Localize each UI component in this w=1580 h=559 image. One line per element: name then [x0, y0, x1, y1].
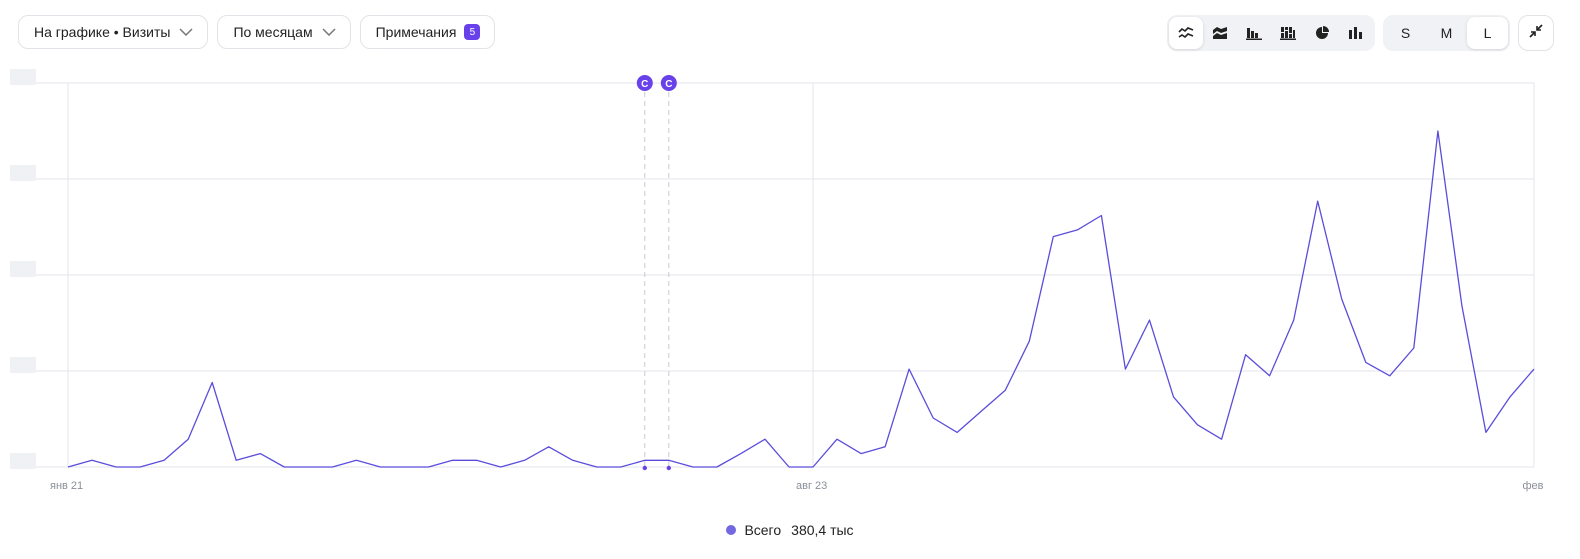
stacked-bar-icon[interactable] — [1271, 17, 1305, 49]
x-tick-label: янв 21 — [50, 480, 83, 492]
legend-series-dot — [726, 525, 737, 535]
x-tick-label: фев — [1522, 480, 1543, 492]
column-icon[interactable] — [1339, 17, 1373, 49]
series-line — [67, 130, 1535, 468]
y-tick-label-blurred — [10, 453, 36, 469]
notes-button[interactable]: Примечания 5 — [359, 15, 496, 49]
period-select[interactable]: По месяцам — [217, 15, 351, 49]
chart-toolbar-right: S M L — [1167, 15, 1554, 51]
stacked-area-icon[interactable] — [1203, 17, 1237, 49]
legend-series-total: 380,4 тыс — [791, 522, 854, 538]
annotation-marker — [636, 75, 653, 91]
annotation-anchor-dot — [666, 465, 672, 471]
bar-icon[interactable] — [1237, 17, 1271, 49]
notes-count-badge: 5 — [464, 24, 481, 40]
metric-select[interactable]: На графике • Визиты — [18, 15, 209, 49]
x-tick-label: авг 23 — [796, 480, 827, 492]
chart-legend: Всего 380,4 тыс — [0, 522, 1580, 538]
y-tick-label-blurred — [10, 261, 36, 277]
legend-series-name: Всего — [744, 522, 782, 538]
chart-toolbar-left: На графике • Визиты По месяцам Примечани… — [18, 15, 496, 49]
chevron-down-icon — [322, 28, 336, 36]
annotation-anchor-dot — [642, 465, 647, 471]
collapse-button[interactable] — [1518, 15, 1554, 51]
collapse-icon — [1528, 23, 1544, 44]
y-tick-label-blurred — [10, 357, 36, 373]
line-icon[interactable] — [1169, 17, 1203, 49]
pie-icon[interactable] — [1305, 17, 1339, 49]
metric-select-label: На графике • Визиты — [34, 24, 171, 40]
annotation-marker-label: С — [641, 79, 648, 90]
annotation-marker-label: С — [665, 79, 672, 90]
chart-type-switcher — [1167, 15, 1375, 51]
size-switcher: S M L — [1383, 15, 1510, 51]
chevron-down-icon — [179, 28, 193, 36]
y-tick-label-blurred — [10, 69, 36, 85]
y-tick-label-blurred — [10, 165, 36, 181]
size-option-m[interactable]: M — [1440, 25, 1453, 41]
size-option-l[interactable]: L — [1467, 17, 1508, 49]
period-select-label: По месяцам — [233, 24, 313, 40]
notes-button-label: Примечания — [375, 24, 457, 40]
size-option-s[interactable]: S — [1400, 25, 1411, 41]
annotation-marker — [660, 75, 677, 91]
